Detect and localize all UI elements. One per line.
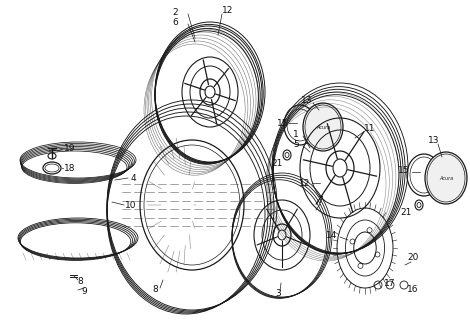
Ellipse shape	[425, 152, 467, 204]
Text: 5: 5	[293, 140, 299, 148]
Text: 1: 1	[293, 130, 299, 139]
Text: 3: 3	[275, 290, 281, 299]
Ellipse shape	[415, 200, 423, 210]
Text: 7: 7	[317, 196, 323, 204]
Text: 17: 17	[384, 278, 396, 287]
Text: 6: 6	[172, 18, 178, 27]
Text: 15: 15	[398, 165, 410, 174]
Text: Acura: Acura	[439, 175, 453, 180]
Text: 18: 18	[64, 164, 76, 172]
Text: 13: 13	[301, 95, 313, 105]
Text: 16: 16	[407, 284, 419, 293]
Text: 2: 2	[172, 7, 178, 17]
Text: 21: 21	[400, 207, 412, 217]
Text: 19: 19	[64, 143, 76, 153]
Ellipse shape	[283, 150, 291, 160]
Text: 20: 20	[407, 253, 419, 262]
Ellipse shape	[43, 162, 61, 174]
Text: 21: 21	[271, 158, 282, 167]
Ellipse shape	[303, 103, 343, 151]
Text: 14: 14	[326, 230, 337, 239]
Text: 11: 11	[364, 124, 376, 132]
Text: 9: 9	[81, 287, 87, 297]
Text: 10: 10	[125, 201, 137, 210]
Text: Acura: Acura	[316, 124, 330, 130]
Text: 12: 12	[299, 179, 311, 188]
Text: 4: 4	[130, 173, 136, 182]
Text: 8: 8	[152, 285, 158, 294]
Text: 15: 15	[277, 118, 289, 127]
Text: 13: 13	[428, 135, 440, 145]
Text: 12: 12	[222, 5, 234, 14]
Ellipse shape	[48, 153, 56, 159]
Text: 8: 8	[77, 277, 83, 286]
